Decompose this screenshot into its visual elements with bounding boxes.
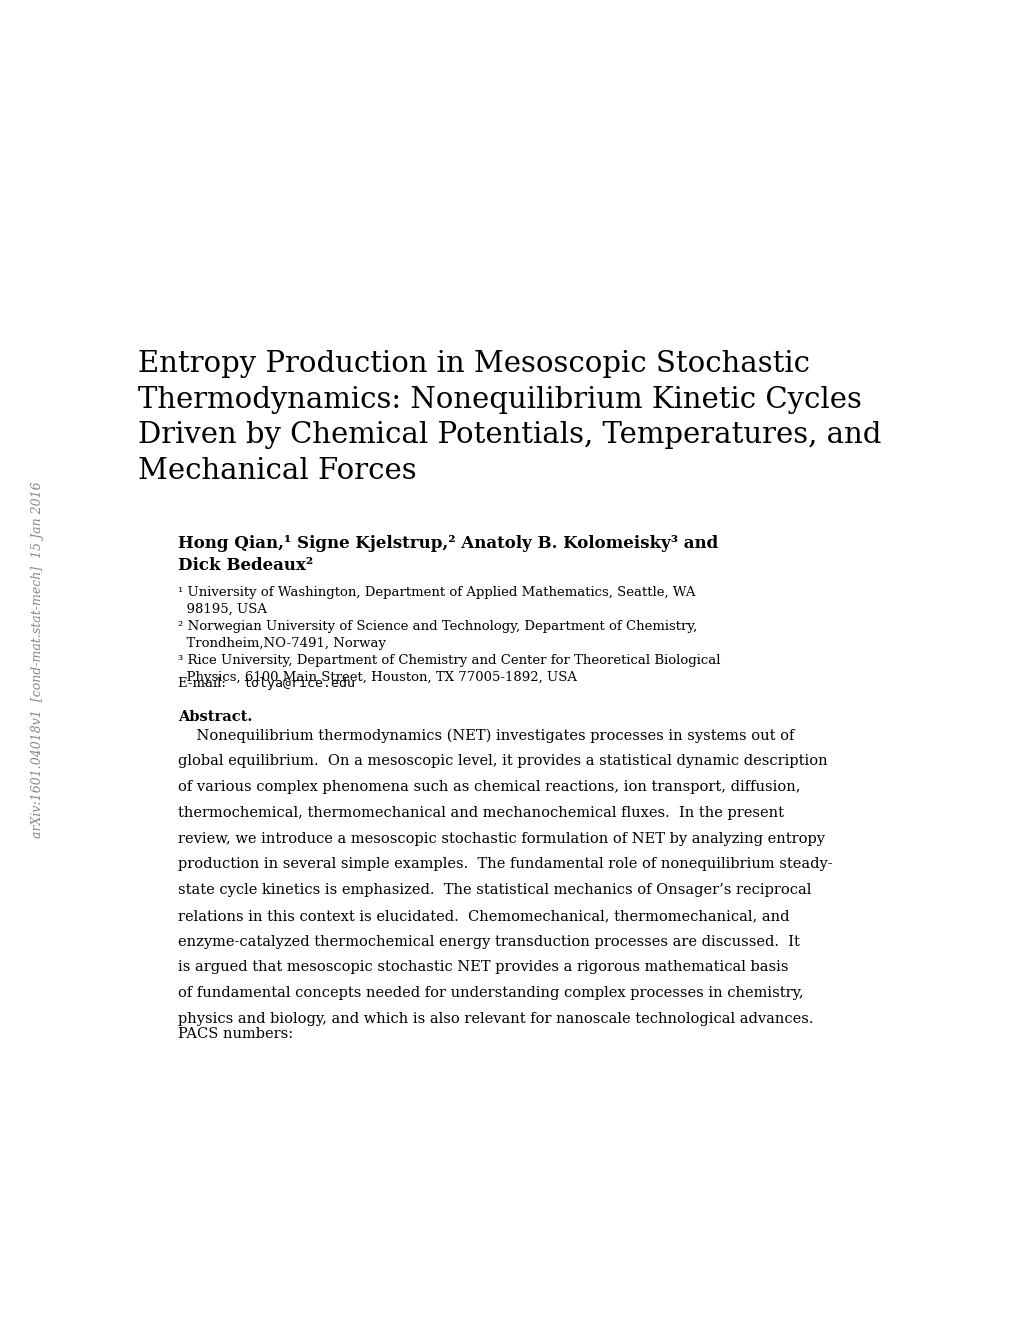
Text: ¹ University of Washington, Department of Applied Mathematics, Seattle, WA
  981: ¹ University of Washington, Department o… — [178, 586, 720, 684]
Text: production in several simple examples.  The fundamental role of nonequilibrium s: production in several simple examples. T… — [178, 858, 833, 871]
Text: thermochemical, thermomechanical and mechanochemical fluxes.  In the present: thermochemical, thermomechanical and mec… — [178, 805, 784, 820]
Text: PACS numbers:: PACS numbers: — [178, 1027, 293, 1041]
Text: arXiv:1601.04018v1  [cond-mat.stat-mech]  15 Jan 2016: arXiv:1601.04018v1 [cond-mat.stat-mech] … — [32, 482, 44, 838]
Text: physics and biology, and which is also relevant for nanoscale technological adva: physics and biology, and which is also r… — [178, 1011, 813, 1026]
Text: relations in this context is elucidated.  Chemomechanical, thermomechanical, and: relations in this context is elucidated.… — [178, 908, 790, 923]
Text: state cycle kinetics is emphasized.  The statistical mechanics of Onsager’s reci: state cycle kinetics is emphasized. The … — [178, 883, 811, 898]
Text: Entropy Production in Mesoscopic Stochastic
Thermodynamics: Nonequilibrium Kinet: Entropy Production in Mesoscopic Stochas… — [138, 350, 880, 484]
Text: enzyme-catalyzed thermochemical energy transduction processes are discussed.  It: enzyme-catalyzed thermochemical energy t… — [178, 935, 800, 949]
Text: Hong Qian,¹ Signe Kjelstrup,² Anatoly B. Kolomeisky³ and
Dick Bedeaux²: Hong Qian,¹ Signe Kjelstrup,² Anatoly B.… — [178, 535, 718, 574]
Text: tolya@rice.edu: tolya@rice.edu — [243, 677, 355, 690]
Text: E-mail:: E-mail: — [178, 677, 230, 690]
Text: of various complex phenomena such as chemical reactions, ion transport, diffusio: of various complex phenomena such as che… — [178, 780, 800, 795]
Text: Nonequilibrium thermodynamics (NET) investigates processes in systems out of: Nonequilibrium thermodynamics (NET) inve… — [178, 729, 794, 743]
Text: is argued that mesoscopic stochastic NET provides a rigorous mathematical basis: is argued that mesoscopic stochastic NET… — [178, 961, 789, 974]
Text: Abstract.: Abstract. — [178, 710, 253, 725]
Text: of fundamental concepts needed for understanding complex processes in chemistry,: of fundamental concepts needed for under… — [178, 986, 803, 1001]
Text: review, we introduce a mesoscopic stochastic formulation of NET by analyzing ent: review, we introduce a mesoscopic stocha… — [178, 832, 824, 846]
Text: global equilibrium.  On a mesoscopic level, it provides a statistical dynamic de: global equilibrium. On a mesoscopic leve… — [178, 755, 827, 768]
